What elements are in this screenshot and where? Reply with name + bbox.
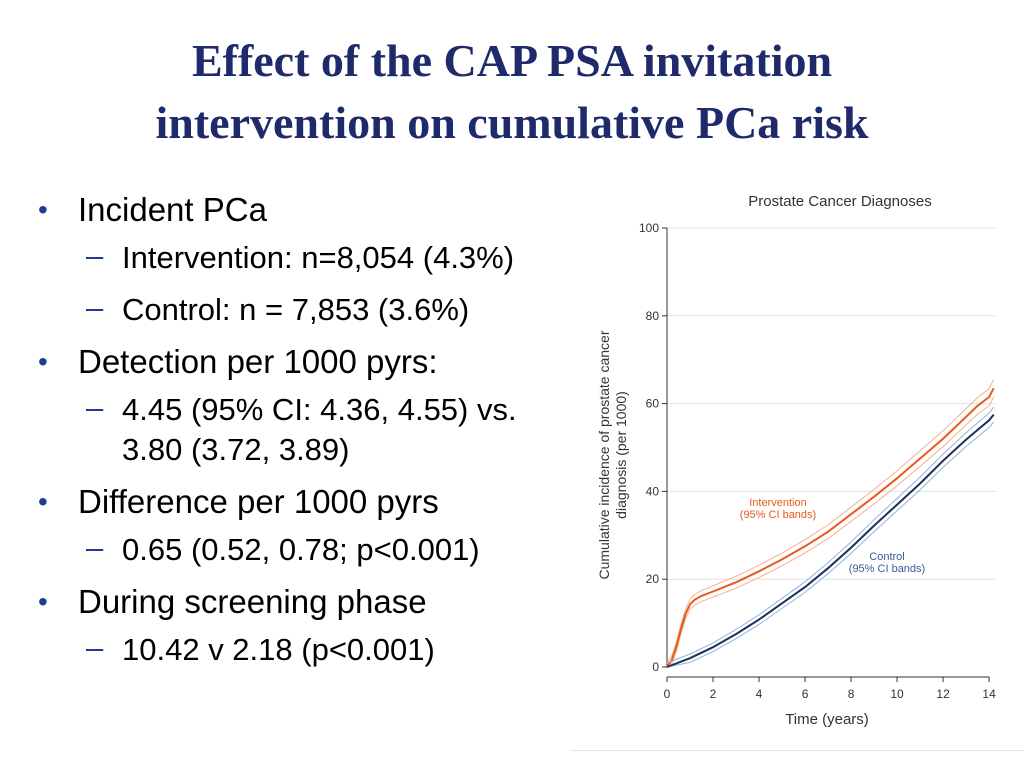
chart-title: Prostate Cancer Diagnoses [748, 193, 931, 210]
slide-title-line-1: Effect of the CAP PSA invitation [191, 35, 833, 86]
bullet-difference: • Difference per 1000 pyrs [36, 482, 576, 522]
x-tick-label-10: 10 [890, 687, 904, 701]
sub-bullet-text: 10.42 v 2.18 (p<0.001) [122, 632, 435, 667]
control-ci-label: (95% CI bands) [849, 563, 925, 575]
y-tick-label-60: 60 [646, 397, 660, 411]
sub-bullet-text: 0.65 (0.52, 0.78; p<0.001) [122, 532, 480, 567]
bullet-text: Incident PCa [78, 191, 267, 228]
x-tick-label-6: 6 [802, 687, 809, 701]
intervention-ci-upper-band [666, 379, 995, 664]
bullet-list: • Incident PCa – Intervention: n=8,054 (… [36, 190, 576, 682]
dash-icon: – [86, 390, 104, 425]
footer-divider [570, 750, 1024, 751]
y-tick-label-100: 100 [639, 221, 659, 235]
dash-icon: – [86, 290, 104, 325]
chart-container: Prostate Cancer Diagnoses Cumulative inc… [590, 180, 1010, 740]
intervention-label: Intervention [749, 497, 806, 509]
sub-bullet: – 10.42 v 2.18 (p<0.001) [36, 630, 576, 670]
dash-icon: – [86, 530, 104, 565]
y-axis-label-line-1: Cumulative incidence of prostate cancer [596, 330, 612, 579]
cumulative-incidence-chart: Prostate Cancer Diagnoses Cumulative inc… [596, 193, 996, 728]
x-tick-label-12: 12 [936, 687, 950, 701]
bullet-text: Difference per 1000 pyrs [78, 483, 439, 520]
x-tick-label-14: 14 [982, 687, 996, 701]
x-tick-label-4: 4 [756, 687, 763, 701]
sub-bullet-text: 3.80 (3.72, 3.89) [122, 432, 350, 467]
y-tick-label-80: 80 [646, 309, 660, 323]
sub-bullet: – 4.45 (95% CI: 4.36, 4.55) vs. 3.80 (3.… [36, 390, 576, 470]
y-tick-label-20: 20 [646, 572, 660, 586]
dash-icon: – [86, 238, 104, 273]
bullet-text: Detection per 1000 pyrs: [78, 343, 438, 380]
bullet-text: During screening phase [78, 583, 427, 620]
y-tick-label-40: 40 [646, 484, 660, 498]
bullet-dot-icon: • [38, 194, 48, 225]
control-series-line [666, 413, 995, 668]
control-ci-upper-band [666, 406, 995, 664]
intervention-ci-label: (95% CI bands) [740, 509, 816, 521]
x-axis-label: Time (years) [785, 711, 869, 728]
y-axis-label-line-2: diagnosis (per 1000) [613, 391, 629, 519]
bullet-screening: • During screening phase [36, 582, 576, 622]
sub-bullet: – Intervention: n=8,054 (4.3%) [36, 238, 576, 278]
bullet-dot-icon: • [38, 586, 48, 617]
x-tick-label-8: 8 [848, 687, 855, 701]
sub-bullet-text: 4.45 (95% CI: 4.36, 4.55) vs. [122, 392, 517, 427]
sub-bullet-text: Intervention: n=8,054 (4.3%) [122, 240, 515, 275]
slide-title-line-2: intervention on cumulative PCa risk [155, 97, 869, 148]
slide-title: Effect of the CAP PSA invitation interve… [0, 30, 1024, 154]
y-tick-label-0: 0 [652, 660, 659, 674]
bullet-dot-icon: • [38, 346, 48, 377]
intervention-series-line [666, 387, 995, 668]
x-tick-label-0: 0 [664, 687, 671, 701]
x-tick-label-2: 2 [710, 687, 717, 701]
dash-icon: – [86, 630, 104, 665]
bullet-dot-icon: • [38, 486, 48, 517]
intervention-ci-lower-band [666, 396, 995, 668]
sub-bullet-text: Control: n = 7,853 (3.6%) [122, 292, 470, 327]
bullet-detection: • Detection per 1000 pyrs: [36, 342, 576, 382]
sub-bullet: – Control: n = 7,853 (3.6%) [36, 290, 576, 330]
bullet-incident: • Incident PCa [36, 190, 576, 230]
control-label: Control [869, 551, 904, 563]
control-ci-lower-band [666, 421, 995, 668]
sub-bullet: – 0.65 (0.52, 0.78; p<0.001) [36, 530, 576, 570]
